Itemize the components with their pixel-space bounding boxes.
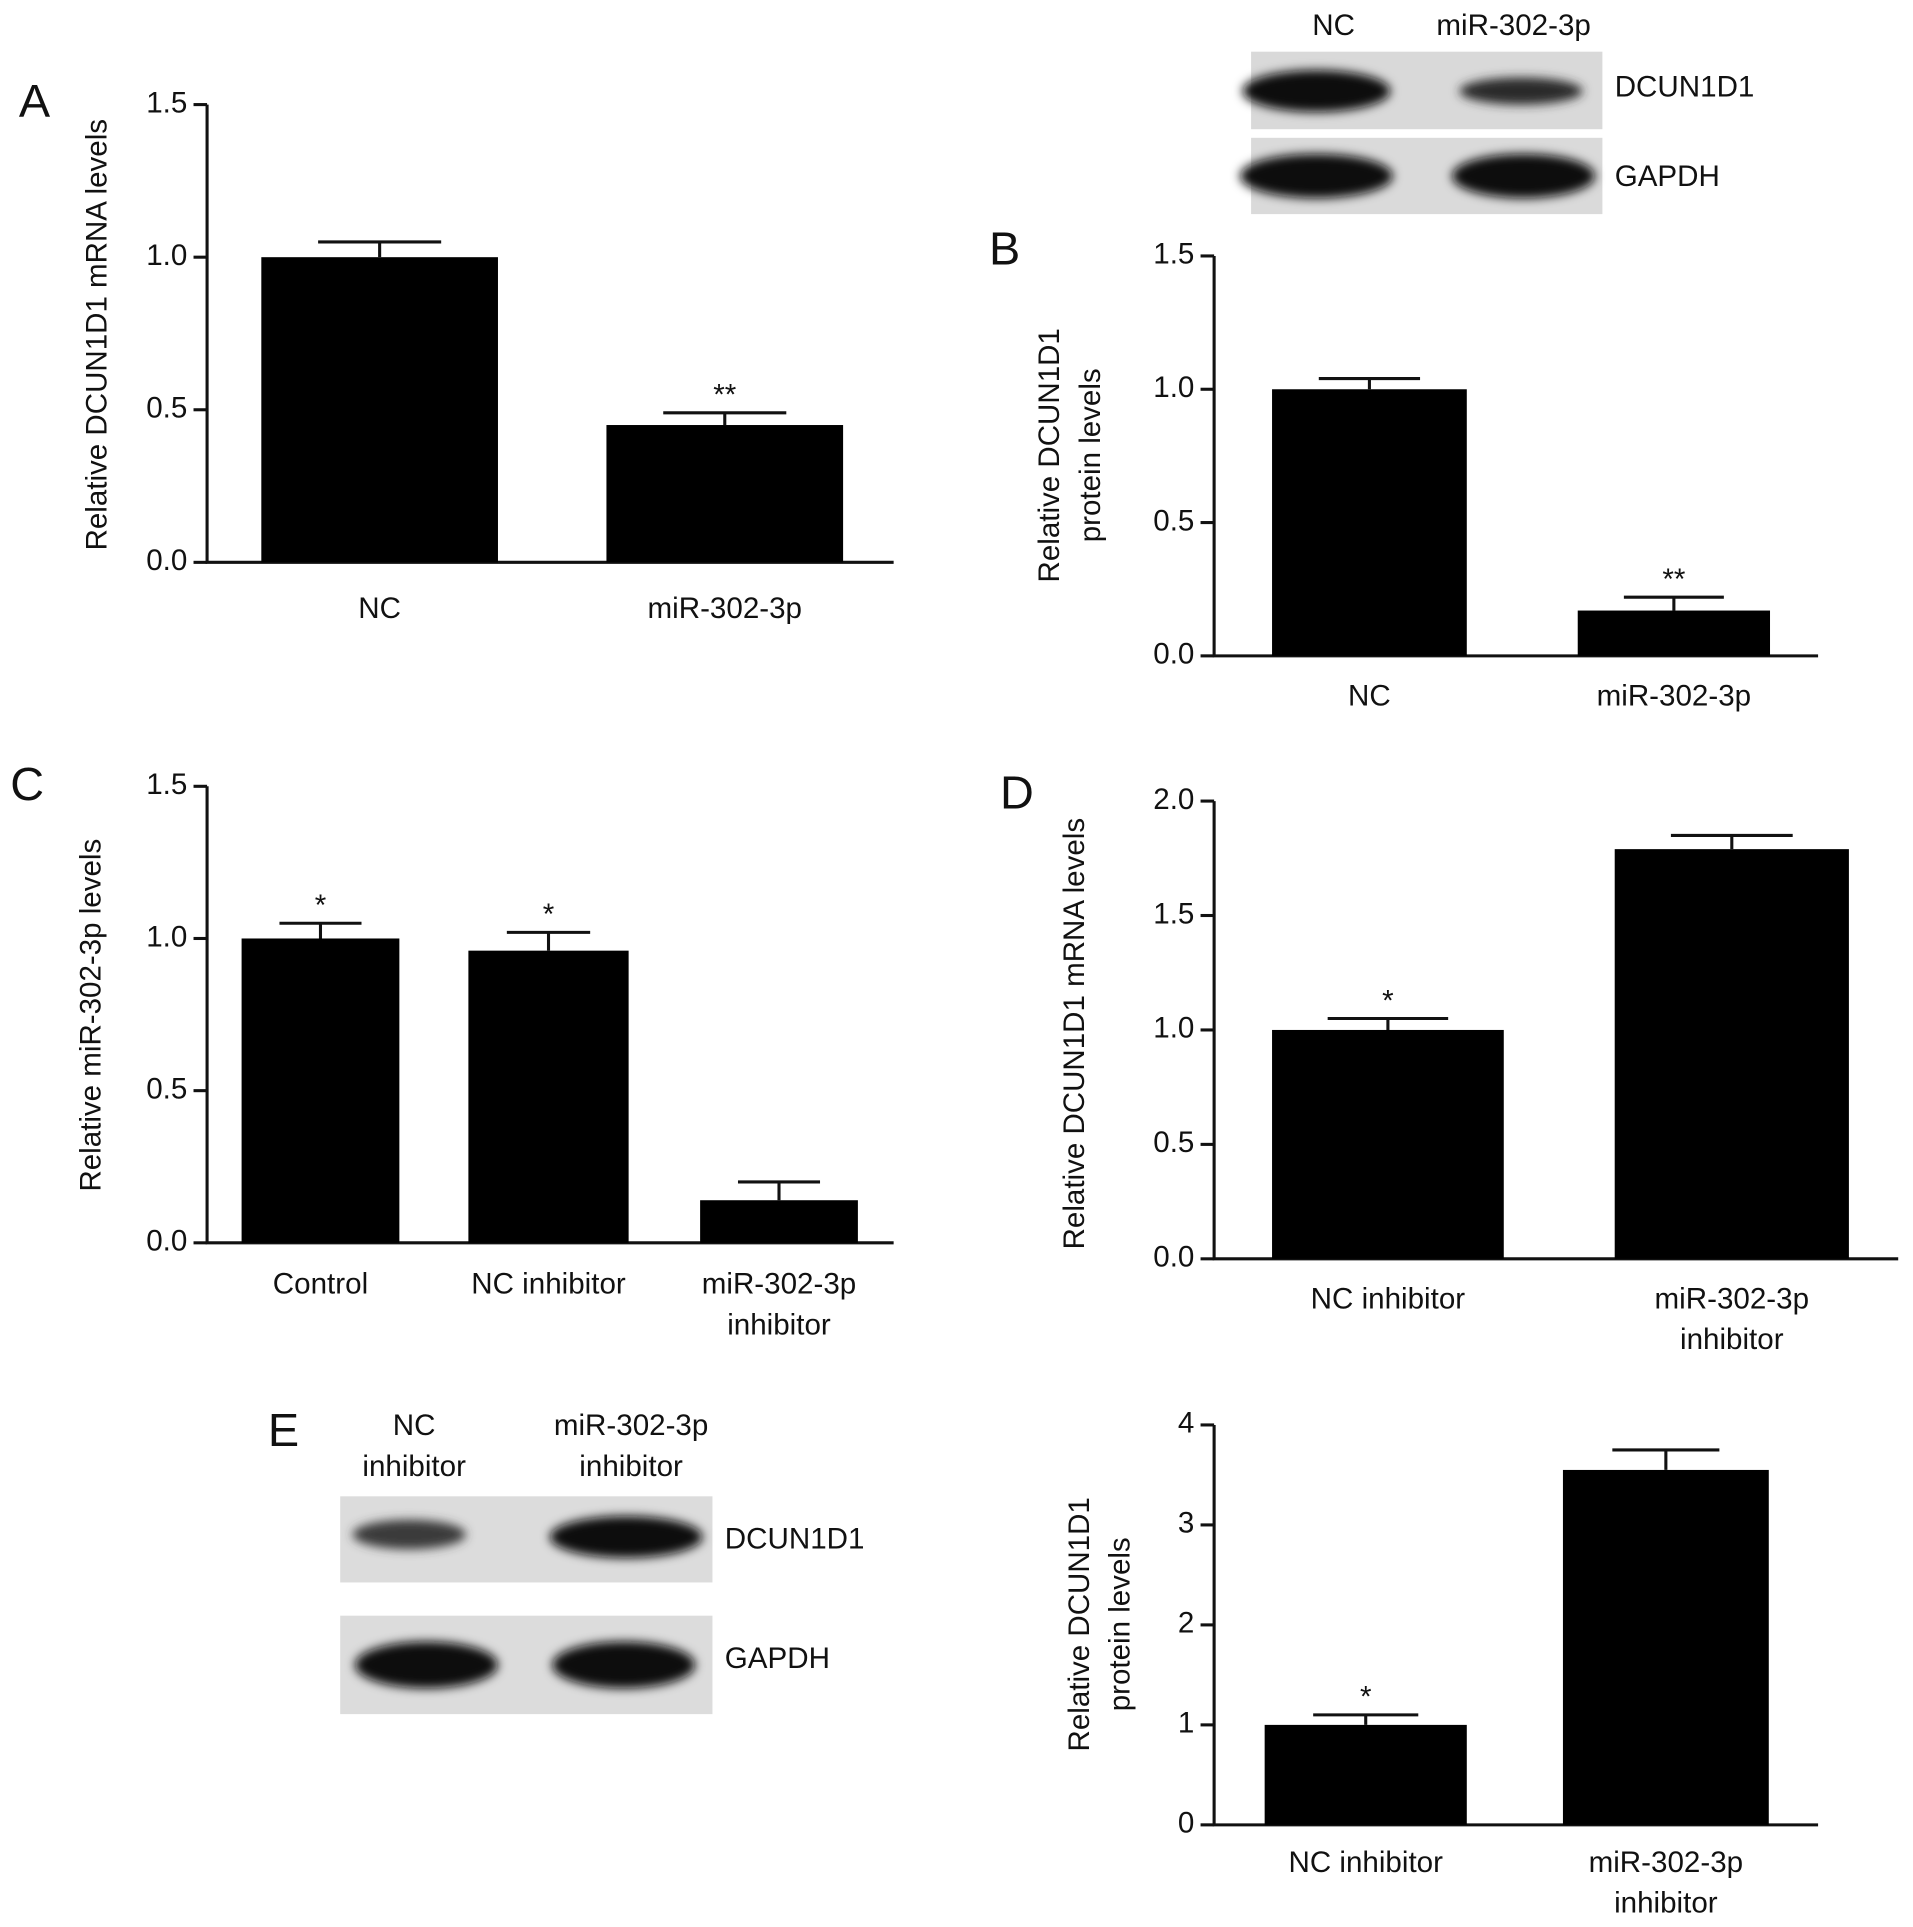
bar bbox=[1577, 610, 1771, 656]
bar bbox=[606, 425, 844, 563]
y-tick-label: 0.5 bbox=[1153, 504, 1194, 537]
band bbox=[549, 1516, 703, 1558]
x-tick-label: miR-302-3p bbox=[648, 592, 802, 625]
significance-label: ** bbox=[713, 379, 737, 412]
band bbox=[1452, 153, 1595, 199]
error-bar bbox=[1670, 833, 1793, 850]
lane-label: NC bbox=[1312, 9, 1355, 42]
y-tick-label: 1 bbox=[1178, 1707, 1194, 1740]
y-tick-label: 0.5 bbox=[146, 1072, 187, 1105]
bar bbox=[468, 950, 629, 1243]
bar bbox=[1614, 849, 1849, 1259]
band bbox=[552, 1641, 696, 1689]
significance-label: * bbox=[1360, 1681, 1372, 1714]
x-tick-label: inhibitor bbox=[1614, 1887, 1718, 1920]
x-tick-label: NC bbox=[1348, 680, 1391, 713]
y-tick-label: 2 bbox=[1178, 1607, 1194, 1640]
significance-label: * bbox=[543, 898, 555, 931]
band-label: GAPDH bbox=[725, 1642, 830, 1675]
band bbox=[1239, 153, 1393, 199]
panel-label: A bbox=[19, 75, 51, 127]
y-axis-label: protein levels bbox=[1074, 368, 1107, 542]
significance-label: * bbox=[1382, 984, 1394, 1017]
panel-label: B bbox=[989, 223, 1020, 275]
error-bar bbox=[279, 921, 362, 939]
x-tick-label: NC inhibitor bbox=[1311, 1282, 1466, 1315]
band-label: DCUN1D1 bbox=[725, 1522, 865, 1555]
x-tick-label: NC bbox=[358, 592, 401, 625]
y-axis-label: protein levels bbox=[1103, 1537, 1136, 1711]
error-bar bbox=[1327, 1016, 1449, 1030]
y-tick-label: 1.0 bbox=[146, 239, 187, 272]
y-tick-label: 0 bbox=[1178, 1807, 1194, 1840]
panel-label: D bbox=[1000, 767, 1034, 819]
y-axis-label: Relative DCUN1D1 mRNA levels bbox=[1058, 818, 1091, 1249]
y-tick-label: 0.0 bbox=[146, 1225, 187, 1258]
y-tick-label: 0.5 bbox=[146, 392, 187, 425]
band-label: DCUN1D1 bbox=[1615, 70, 1755, 103]
y-tick-label: 1.0 bbox=[1153, 371, 1194, 404]
y-axis-label: Relative DCUN1D1 mRNA levels bbox=[80, 119, 113, 550]
error-bar bbox=[1623, 595, 1724, 611]
x-tick-label: inhibitor bbox=[727, 1308, 831, 1341]
y-tick-label: 1.5 bbox=[1153, 897, 1194, 930]
lane-label: miR-302-3p bbox=[1436, 9, 1590, 42]
band bbox=[1242, 70, 1391, 112]
western-blot bbox=[1239, 51, 1603, 215]
y-axis-label: Relative DCUN1D1 bbox=[1063, 1497, 1096, 1751]
y-tick-label: 0.0 bbox=[146, 544, 187, 577]
bar bbox=[1562, 1469, 1769, 1825]
y-tick-label: 3 bbox=[1178, 1507, 1194, 1540]
western-blot bbox=[340, 1496, 713, 1715]
x-tick-label: miR-302-3p bbox=[1655, 1282, 1809, 1315]
bar bbox=[700, 1200, 858, 1243]
error-bar bbox=[663, 411, 787, 426]
error-bar bbox=[318, 240, 442, 258]
y-axis-label: Relative miR-302-3p levels bbox=[74, 839, 107, 1192]
lane-label: inhibitor bbox=[579, 1450, 683, 1483]
y-tick-label: 0.5 bbox=[1153, 1126, 1194, 1159]
bar bbox=[1264, 1724, 1467, 1825]
bar bbox=[1272, 1029, 1504, 1259]
x-tick-label: inhibitor bbox=[1680, 1323, 1784, 1356]
panel-label: E bbox=[268, 1404, 299, 1456]
band bbox=[352, 1519, 466, 1550]
y-tick-label: 1.0 bbox=[146, 920, 187, 953]
significance-label: ** bbox=[1662, 563, 1686, 596]
lane-label: miR-302-3p bbox=[554, 1409, 708, 1442]
x-tick-label: miR-302-3p bbox=[702, 1268, 856, 1301]
y-tick-label: 0.0 bbox=[1153, 1241, 1194, 1274]
y-axis-label: Relative DCUN1D1 bbox=[1033, 328, 1066, 582]
y-tick-label: 1.0 bbox=[1153, 1012, 1194, 1045]
y-tick-label: 1.5 bbox=[146, 768, 187, 801]
significance-label: * bbox=[315, 889, 327, 922]
bar bbox=[261, 257, 498, 563]
bar bbox=[1272, 389, 1467, 656]
error-bar bbox=[737, 1180, 821, 1201]
x-tick-label: NC inhibitor bbox=[471, 1268, 626, 1301]
y-tick-label: 1.5 bbox=[1153, 238, 1194, 271]
x-tick-label: NC inhibitor bbox=[1288, 1846, 1443, 1879]
error-bar bbox=[1313, 1713, 1419, 1725]
x-tick-label: Control bbox=[273, 1268, 368, 1301]
bar bbox=[241, 938, 400, 1243]
x-tick-label: miR-302-3p bbox=[1597, 680, 1751, 713]
panel-label: C bbox=[10, 758, 44, 810]
lane-label: NC bbox=[393, 1409, 436, 1442]
x-tick-label: miR-302-3p bbox=[1589, 1846, 1743, 1879]
band bbox=[354, 1641, 498, 1689]
error-bar bbox=[506, 930, 591, 951]
error-bar bbox=[1318, 377, 1421, 390]
band-label: GAPDH bbox=[1615, 160, 1720, 193]
error-bar bbox=[1612, 1448, 1720, 1470]
band bbox=[1459, 77, 1583, 105]
y-tick-label: 1.5 bbox=[146, 86, 187, 119]
y-tick-label: 0.0 bbox=[1153, 638, 1194, 671]
y-tick-label: 2.0 bbox=[1153, 783, 1194, 816]
y-tick-label: 4 bbox=[1178, 1407, 1194, 1440]
lane-label: inhibitor bbox=[362, 1450, 466, 1483]
